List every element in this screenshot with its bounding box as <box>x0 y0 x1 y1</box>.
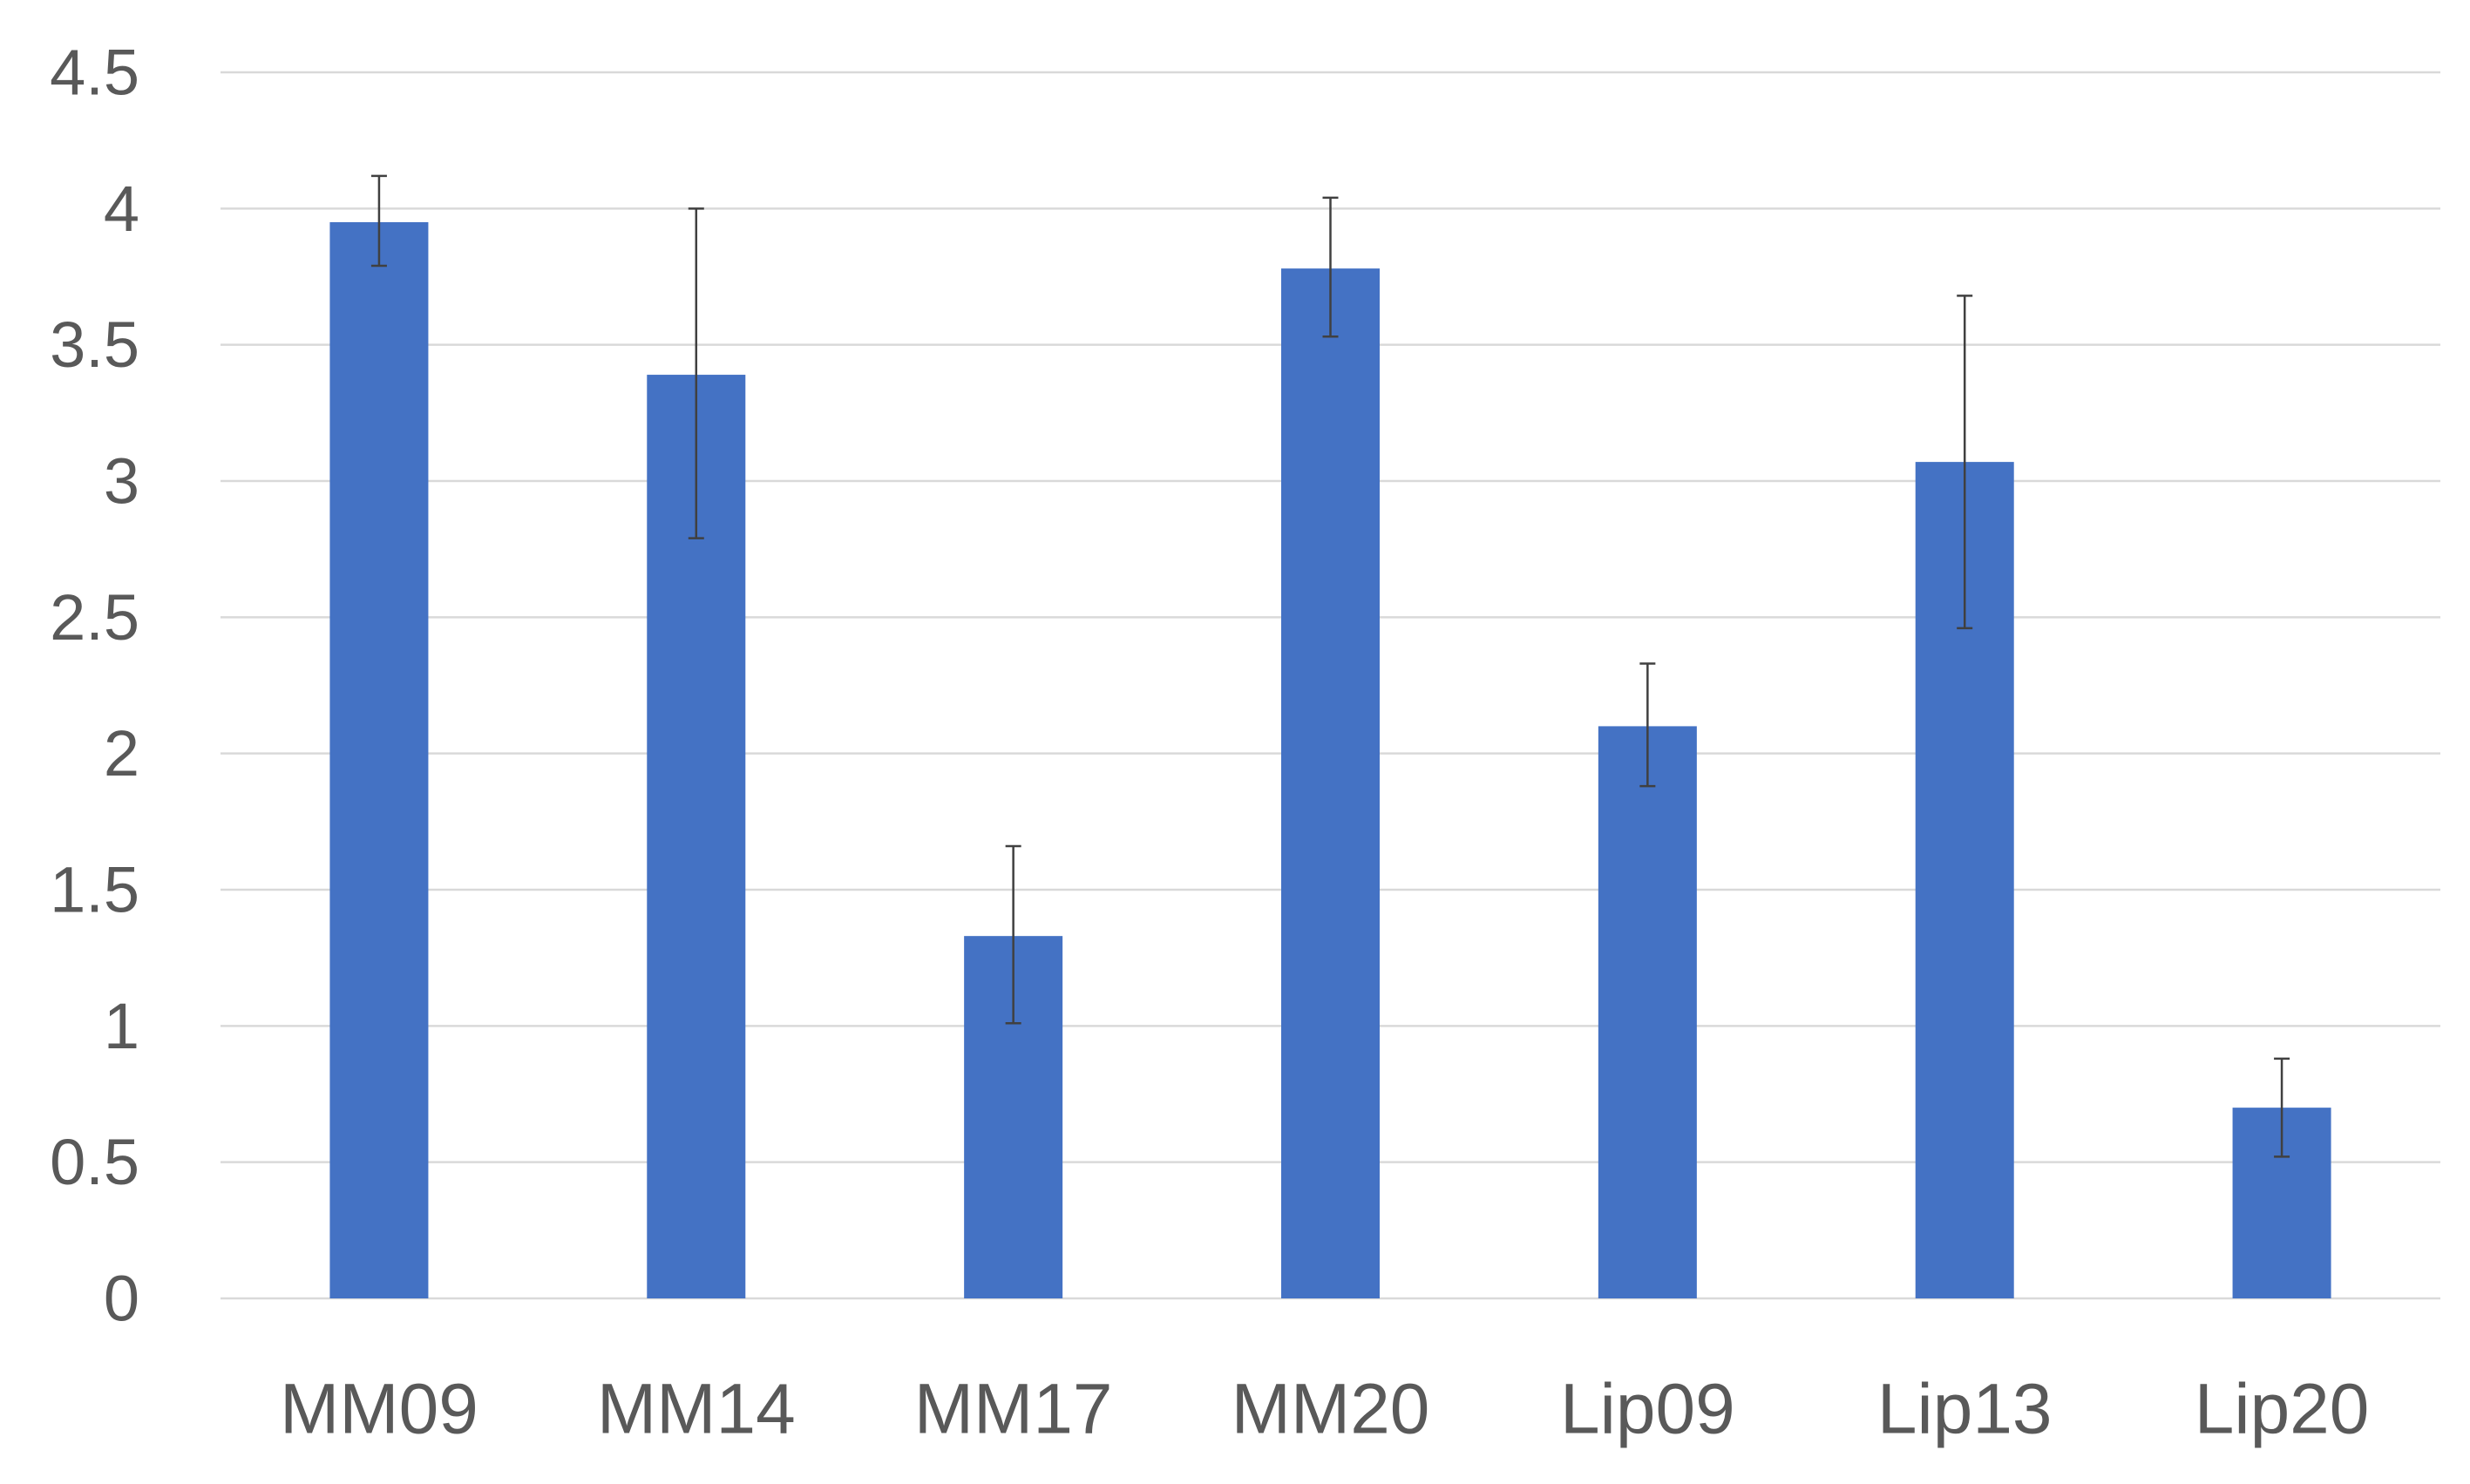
x-tick-label: Lip13 <box>1877 1370 2053 1449</box>
x-tick-label: MM09 <box>280 1370 478 1449</box>
y-tick-label: 2.5 <box>50 581 139 654</box>
y-tick-label: 0 <box>104 1263 139 1335</box>
x-tick-label: MM17 <box>914 1370 1113 1449</box>
error-bars <box>370 174 2290 1158</box>
x-tick-label: Lip20 <box>2195 1370 2370 1449</box>
y-tick-label: 0.5 <box>50 1126 139 1198</box>
bars <box>329 221 2331 1298</box>
y-tick-label: 2 <box>104 717 139 789</box>
x-tick-label: Lip09 <box>1560 1370 1735 1449</box>
y-tick-label: 3 <box>104 445 139 518</box>
y-tick-label: 4 <box>104 173 139 245</box>
y-axis-ticks: 0 0.5 1 1.5 2 2.5 3 3.5 4 4.5 <box>50 37 139 1335</box>
x-tick-label: MM20 <box>1232 1370 1430 1449</box>
y-tick-label: 4.5 <box>50 37 139 109</box>
x-tick-label: MM14 <box>597 1370 796 1449</box>
y-tick-label: 3.5 <box>50 308 139 381</box>
y-tick-label: 1.5 <box>50 854 139 926</box>
bar <box>329 221 429 1298</box>
y-tick-label: 1 <box>104 990 139 1062</box>
bar <box>1598 726 1697 1298</box>
bar <box>1281 268 1380 1298</box>
x-axis-ticks: MM09 MM14 MM17 MM20 Lip09 Lip13 Lip20 <box>280 1370 2369 1449</box>
